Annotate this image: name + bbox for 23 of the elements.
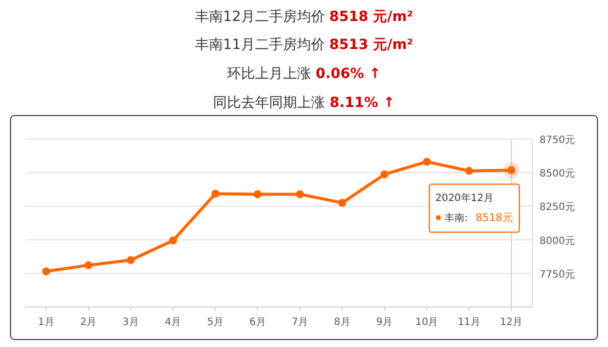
chart-subtitle: 丰南11月二手房均价 8513 元/m² xyxy=(195,37,413,53)
x-tick-label: 12月 xyxy=(500,317,523,328)
y-tick-label: 8500元 xyxy=(540,168,575,180)
x-tick-label: 1月 xyxy=(38,317,54,328)
chart-title: 丰南12月二手房均价 8518 元/m² xyxy=(195,9,413,25)
annotation: 丰南: 8518元 xyxy=(444,212,514,224)
x-tick-label: 3月 xyxy=(122,317,139,328)
text: 环比上月上涨 0.06% ↑ xyxy=(227,66,381,82)
x-tick-label: 8月 xyxy=(334,317,350,328)
y-tick-label: 8000元 xyxy=(540,236,575,247)
x-tick-label: 10月 xyxy=(415,317,438,328)
x-tick-label: 11月 xyxy=(458,317,480,328)
x-tick-label: 7月 xyxy=(292,317,308,328)
y-tick-label: 8250元 xyxy=(540,202,575,214)
x-tick-label: 4月 xyxy=(164,317,182,328)
y-tick-label: 7750元 xyxy=(540,269,575,280)
x-tick-label: 9月 xyxy=(376,317,393,328)
x-tick-label: 2月 xyxy=(80,317,97,328)
text: 同比去年同期上涨 8.11% ↑ xyxy=(213,95,395,111)
x-tick-label: 6月 xyxy=(249,317,266,328)
x-tick-label: 5月 xyxy=(207,317,224,328)
annotation: 2020年12月 xyxy=(435,192,494,204)
y-tick-label: 8750元 xyxy=(540,135,575,146)
